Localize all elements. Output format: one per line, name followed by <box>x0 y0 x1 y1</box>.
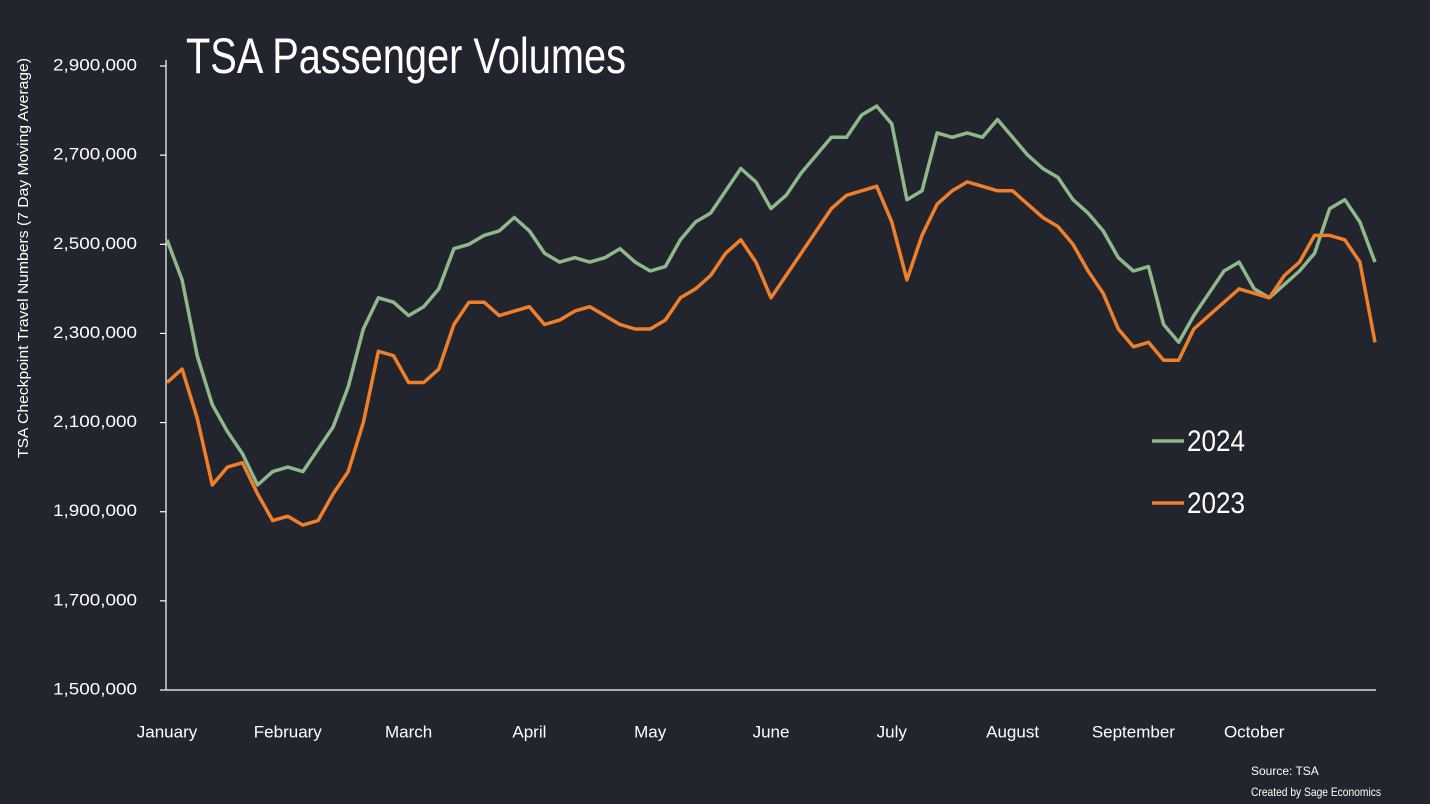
x-tick-label: January <box>137 722 198 741</box>
y-tick-label: 1,500,000 <box>53 679 137 698</box>
source: Source: TSA <box>1251 764 1319 778</box>
x-tick-label: August <box>986 722 1039 741</box>
x-tick-label: September <box>1092 722 1175 741</box>
y-tick-label: 2,500,000 <box>53 234 137 253</box>
x-tick-label: May <box>634 722 667 741</box>
y-tick-label: 1,700,000 <box>53 590 137 609</box>
line-series <box>165 180 1377 527</box>
y-axis-title: TSA Checkpoint Travel Numbers (7 Day Mov… <box>15 58 32 458</box>
x-tick-label: October <box>1224 722 1285 741</box>
legend-label: 2024 <box>1187 425 1245 458</box>
x-tick-label: July <box>877 722 908 741</box>
y-tick-label: 2,100,000 <box>53 412 137 431</box>
credit: Created by Sage Economics <box>1251 785 1381 799</box>
y-tick-label: 2,300,000 <box>53 323 137 342</box>
y-tick-label: 2,700,000 <box>53 145 137 164</box>
x-tick-label: February <box>254 722 323 741</box>
x-tick-label: June <box>753 722 790 741</box>
y-tick-label: 2,900,000 <box>53 55 137 74</box>
line-series <box>165 104 1377 487</box>
y-tick-label: 1,900,000 <box>53 501 137 520</box>
legend-label: 2023 <box>1187 487 1245 520</box>
x-tick-label: April <box>512 722 546 741</box>
x-tick-label: March <box>385 722 432 741</box>
chart-title: TSA Passenger Volumes <box>186 28 626 84</box>
